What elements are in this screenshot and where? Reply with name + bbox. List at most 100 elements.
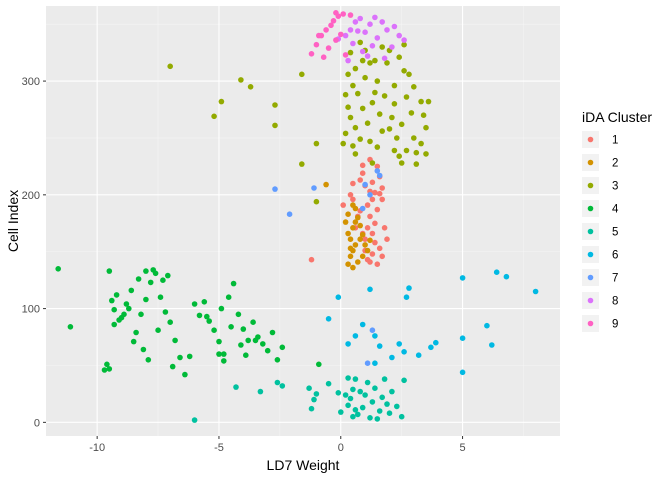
data-point-cluster-6	[459, 335, 466, 342]
data-point-cluster-4	[264, 347, 271, 354]
data-point-cluster-1	[384, 236, 390, 242]
data-point-cluster-1	[369, 196, 376, 203]
data-point-cluster-3	[372, 57, 378, 64]
data-point-cluster-6	[489, 342, 495, 348]
data-point-cluster-3	[425, 98, 432, 105]
data-point-cluster-8	[396, 32, 403, 39]
data-point-cluster-3	[379, 128, 386, 134]
data-point-cluster-5	[352, 376, 359, 382]
data-point-cluster-4	[172, 337, 178, 344]
data-point-cluster-2	[364, 247, 371, 254]
data-point-cluster-1	[367, 213, 373, 220]
data-point-cluster-3	[345, 104, 351, 110]
data-point-cluster-1	[364, 225, 371, 231]
data-point-cluster-3	[359, 105, 366, 112]
data-point-cluster-4	[274, 357, 281, 363]
data-point-cluster-5	[335, 390, 342, 396]
data-point-cluster-4	[104, 361, 110, 368]
data-point-cluster-8	[342, 32, 349, 39]
legend-key-dot	[587, 159, 594, 166]
data-point-cluster-3	[423, 124, 429, 131]
data-point-cluster-5	[381, 376, 388, 382]
data-point-cluster-5	[350, 413, 356, 420]
data-point-cluster-3	[367, 60, 373, 66]
legend-key-dot	[587, 228, 594, 235]
data-point-cluster-3	[394, 135, 400, 141]
data-point-cluster-5	[364, 379, 371, 386]
data-point-cluster-4	[67, 324, 74, 330]
grid-major	[46, 6, 560, 436]
data-point-cluster-3	[352, 65, 359, 72]
data-point-cluster-5	[359, 404, 366, 411]
data-point-cluster-3	[384, 60, 390, 66]
data-point-cluster-5	[345, 375, 351, 381]
data-point-cluster-7	[369, 327, 376, 334]
data-point-cluster-6	[406, 285, 412, 291]
data-point-cluster-8	[362, 29, 368, 35]
data-point-cluster-3	[299, 161, 305, 167]
data-point-cluster-5	[274, 379, 281, 386]
data-point-cluster-8	[357, 15, 364, 22]
data-point-cluster-3	[238, 77, 244, 83]
data-point-cluster-5	[306, 385, 312, 392]
data-point-cluster-7	[362, 181, 368, 188]
data-point-cluster-4	[150, 267, 156, 273]
data-point-cluster-4	[55, 266, 61, 272]
data-point-cluster-9	[333, 37, 339, 43]
data-point-cluster-7	[286, 211, 293, 217]
data-point-cluster-4	[260, 341, 266, 347]
data-point-cluster-5	[338, 409, 344, 415]
data-point-cluster-1	[359, 162, 366, 169]
data-point-cluster-1	[359, 170, 366, 176]
data-point-cluster-4	[201, 299, 208, 305]
data-point-cluster-5	[386, 410, 393, 417]
legend-label: 9	[612, 319, 618, 331]
data-point-cluster-4	[162, 309, 169, 315]
data-point-cluster-4	[109, 297, 115, 304]
data-point-cluster-3	[352, 151, 359, 157]
data-point-cluster-9	[330, 18, 337, 24]
data-point-cluster-4	[235, 311, 242, 318]
data-point-cluster-3	[403, 94, 410, 100]
data-point-cluster-5	[347, 395, 354, 402]
data-point-cluster-8	[372, 14, 378, 21]
data-point-cluster-4	[138, 311, 144, 318]
data-point-cluster-3	[299, 71, 305, 78]
data-point-cluster-2	[367, 237, 373, 244]
data-point-cluster-1	[369, 251, 376, 257]
data-point-cluster-3	[362, 74, 368, 81]
data-point-cluster-1	[379, 253, 386, 260]
data-point-cluster-5	[357, 388, 364, 395]
data-point-cluster-7	[311, 185, 317, 191]
data-point-cluster-9	[316, 32, 322, 39]
data-point-cluster-6	[345, 341, 351, 347]
data-point-cluster-4	[191, 301, 198, 307]
data-point-cluster-1	[347, 192, 354, 198]
x-tick-label: -10	[89, 442, 105, 454]
data-point-cluster-6	[459, 369, 466, 376]
data-point-cluster-4	[316, 361, 322, 368]
data-point-cluster-2	[359, 231, 366, 238]
data-point-cluster-4	[211, 327, 217, 334]
data-point-cluster-4	[116, 317, 122, 323]
data-point-cluster-8	[369, 43, 376, 49]
data-point-cluster-4	[225, 294, 232, 301]
data-point-cluster-2	[347, 245, 354, 252]
data-point-cluster-4	[155, 327, 161, 334]
data-point-cluster-3	[374, 78, 381, 84]
data-point-cluster-2	[345, 261, 351, 268]
data-point-cluster-4	[123, 301, 130, 307]
data-point-cluster-4	[182, 371, 188, 378]
data-point-cluster-3	[408, 110, 415, 116]
data-point-cluster-1	[376, 245, 383, 252]
data-point-cluster-3	[420, 112, 427, 118]
data-point-cluster-2	[350, 225, 356, 231]
legend-key-dot	[587, 182, 594, 189]
data-point-cluster-5	[394, 403, 400, 410]
data-point-cluster-9	[328, 22, 334, 29]
data-point-cluster-4	[196, 312, 203, 319]
data-point-cluster-4	[169, 363, 176, 370]
legend-key-dot	[587, 136, 594, 143]
data-point-cluster-1	[364, 202, 371, 208]
data-point-cluster-3	[347, 114, 354, 121]
